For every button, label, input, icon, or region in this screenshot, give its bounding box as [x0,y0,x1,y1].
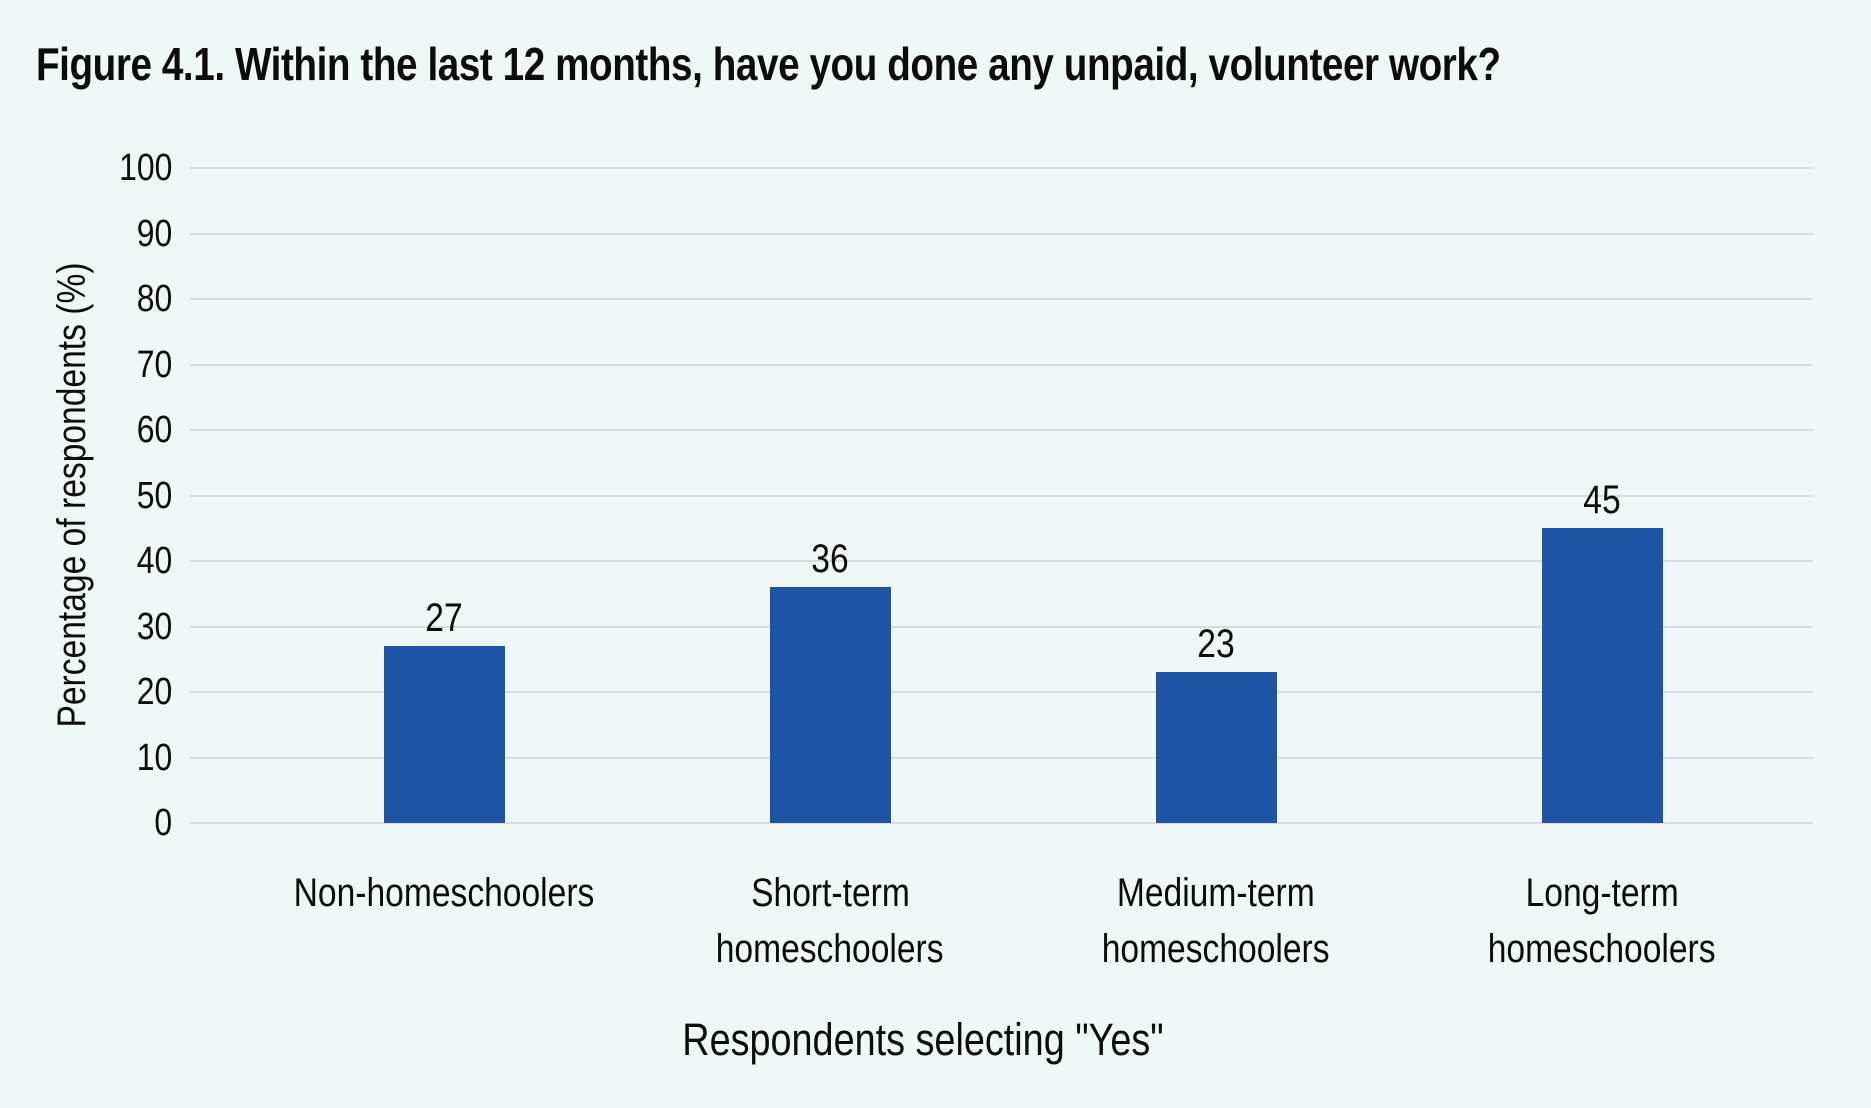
x-tick-label-line: Medium-term [1117,871,1315,915]
bar-value-label: 45 [1580,480,1625,520]
gridline-y-0 [190,822,1813,824]
bar-medium-term-homeschoolers [1155,672,1277,823]
gridline-y-80 [190,298,1813,300]
bar-short-term-homeschoolers [769,587,891,823]
bar-value-text: 45 [1583,478,1621,523]
y-tick-label-30: 30 [130,608,172,646]
x-tick-label-line: Long-term [1525,871,1679,915]
x-tick-label: Short-term homeschoolers [640,865,1020,977]
y-tick-label-0: 0 [151,804,172,842]
bar-value-label: 36 [808,539,853,579]
x-tick-label: Medium-term homeschoolers [1026,865,1406,977]
y-tick-label-text: 70 [136,343,172,386]
y-tick-label-text: 100 [118,147,172,189]
chart-title-text: Figure 4.1. Within the last 12 months, h… [36,38,1501,90]
gridline-y-100 [190,167,1813,169]
gridline-y-40 [190,560,1813,562]
x-tick-label-line: homeschoolers [716,927,944,971]
y-axis-tick-labels: 0 10 20 30 40 50 60 70 80 90 100 [0,149,172,842]
gridline-y-90 [190,232,1813,235]
bar-value-label: 23 [1194,624,1239,664]
y-tick-label-text: 20 [136,671,172,713]
y-tick-label-50: 50 [130,477,172,515]
y-tick-label-text: 90 [136,212,172,255]
y-tick-label-80: 80 [130,280,172,318]
bar-value-text: 23 [1197,622,1235,667]
x-tick-label-line: Non-homeschoolers [293,871,595,915]
gridline-y-70 [190,363,1813,366]
gridline-y-20 [190,691,1813,693]
y-tick-label-text: 80 [136,278,172,320]
y-tick-label-text: 0 [154,802,172,844]
x-tick-label-line: Short-term [750,871,910,915]
gridline-y-60 [190,429,1813,431]
y-tick-label-text: 60 [136,409,172,451]
y-tick-label-70: 70 [130,346,172,384]
y-tick-label-text: 30 [136,605,172,648]
bar-value-text: 36 [811,537,849,582]
y-tick-label-90: 90 [130,215,172,253]
x-tick-label-line: homeschoolers [1488,927,1716,971]
gridline-y-50 [190,494,1813,497]
y-tick-label-60: 60 [130,411,172,449]
gridline-y-10 [190,756,1813,759]
x-tick-label: Long-term homeschoolers [1412,865,1792,977]
y-tick-label-20: 20 [130,673,172,711]
x-axis-label: Respondents selecting "Yes" [636,1014,1209,1066]
bar-non-homeschoolers [383,646,505,823]
x-axis-label-text: Respondents selecting "Yes" [682,1014,1164,1065]
chart-title: Figure 4.1. Within the last 12 months, h… [36,38,1780,91]
bar-value-text: 27 [425,596,463,641]
y-tick-label-text: 10 [136,736,172,779]
y-tick-label-10: 10 [130,739,172,777]
y-tick-label-text: 40 [136,540,172,582]
x-tick-label-line: homeschoolers [1102,927,1330,971]
bar-value-label: 27 [422,598,467,638]
gridline-y-30 [190,625,1813,628]
y-tick-label-40: 40 [130,542,172,580]
y-tick-label-100: 100 [109,149,172,187]
x-tick-label: Non-homeschoolers [254,865,634,921]
plot-area: 27 Non-homeschoolers 36 Short-term homeschoo… [190,167,1813,971]
y-tick-label-text: 50 [136,474,172,517]
bar-long-term-homeschoolers [1541,528,1663,823]
